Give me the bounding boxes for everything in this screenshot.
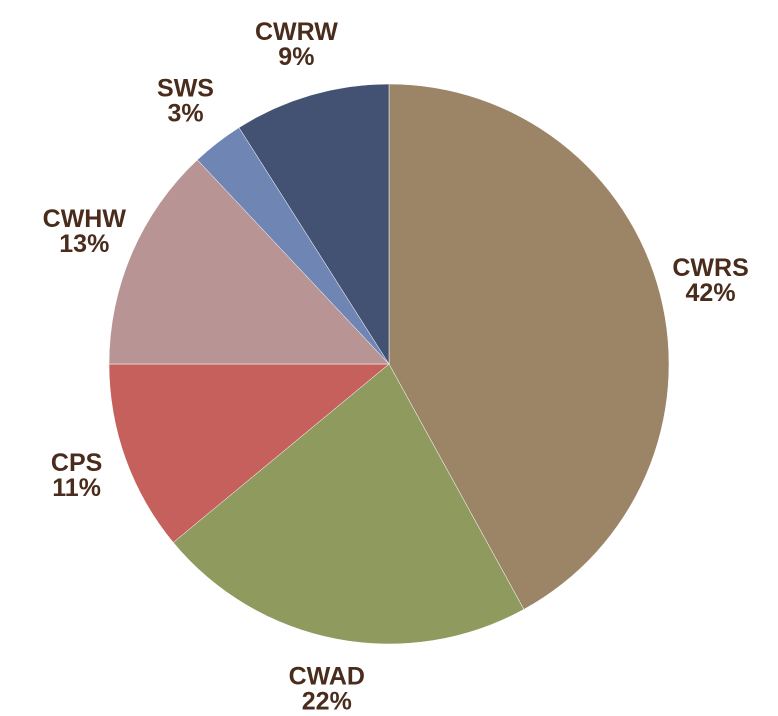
value-label: 42% xyxy=(686,279,736,307)
slice-label: CWRS xyxy=(672,254,748,282)
slice-label: CWAD xyxy=(289,663,365,691)
slice-label: CWRW xyxy=(255,18,338,46)
value-label: 9% xyxy=(278,43,314,71)
value-label: 3% xyxy=(167,99,203,127)
value-label: 11% xyxy=(52,474,101,502)
slice-label: SWS xyxy=(157,74,214,102)
value-label: 22% xyxy=(302,688,352,716)
chart: CWRS42% CWAD22% CPS11% CWHW13% SWS3% CWRW9% xyxy=(0,0,778,716)
slice-label: CWHW xyxy=(43,205,127,233)
value-label: 13% xyxy=(59,230,109,258)
slice-label: CPS xyxy=(51,449,102,477)
